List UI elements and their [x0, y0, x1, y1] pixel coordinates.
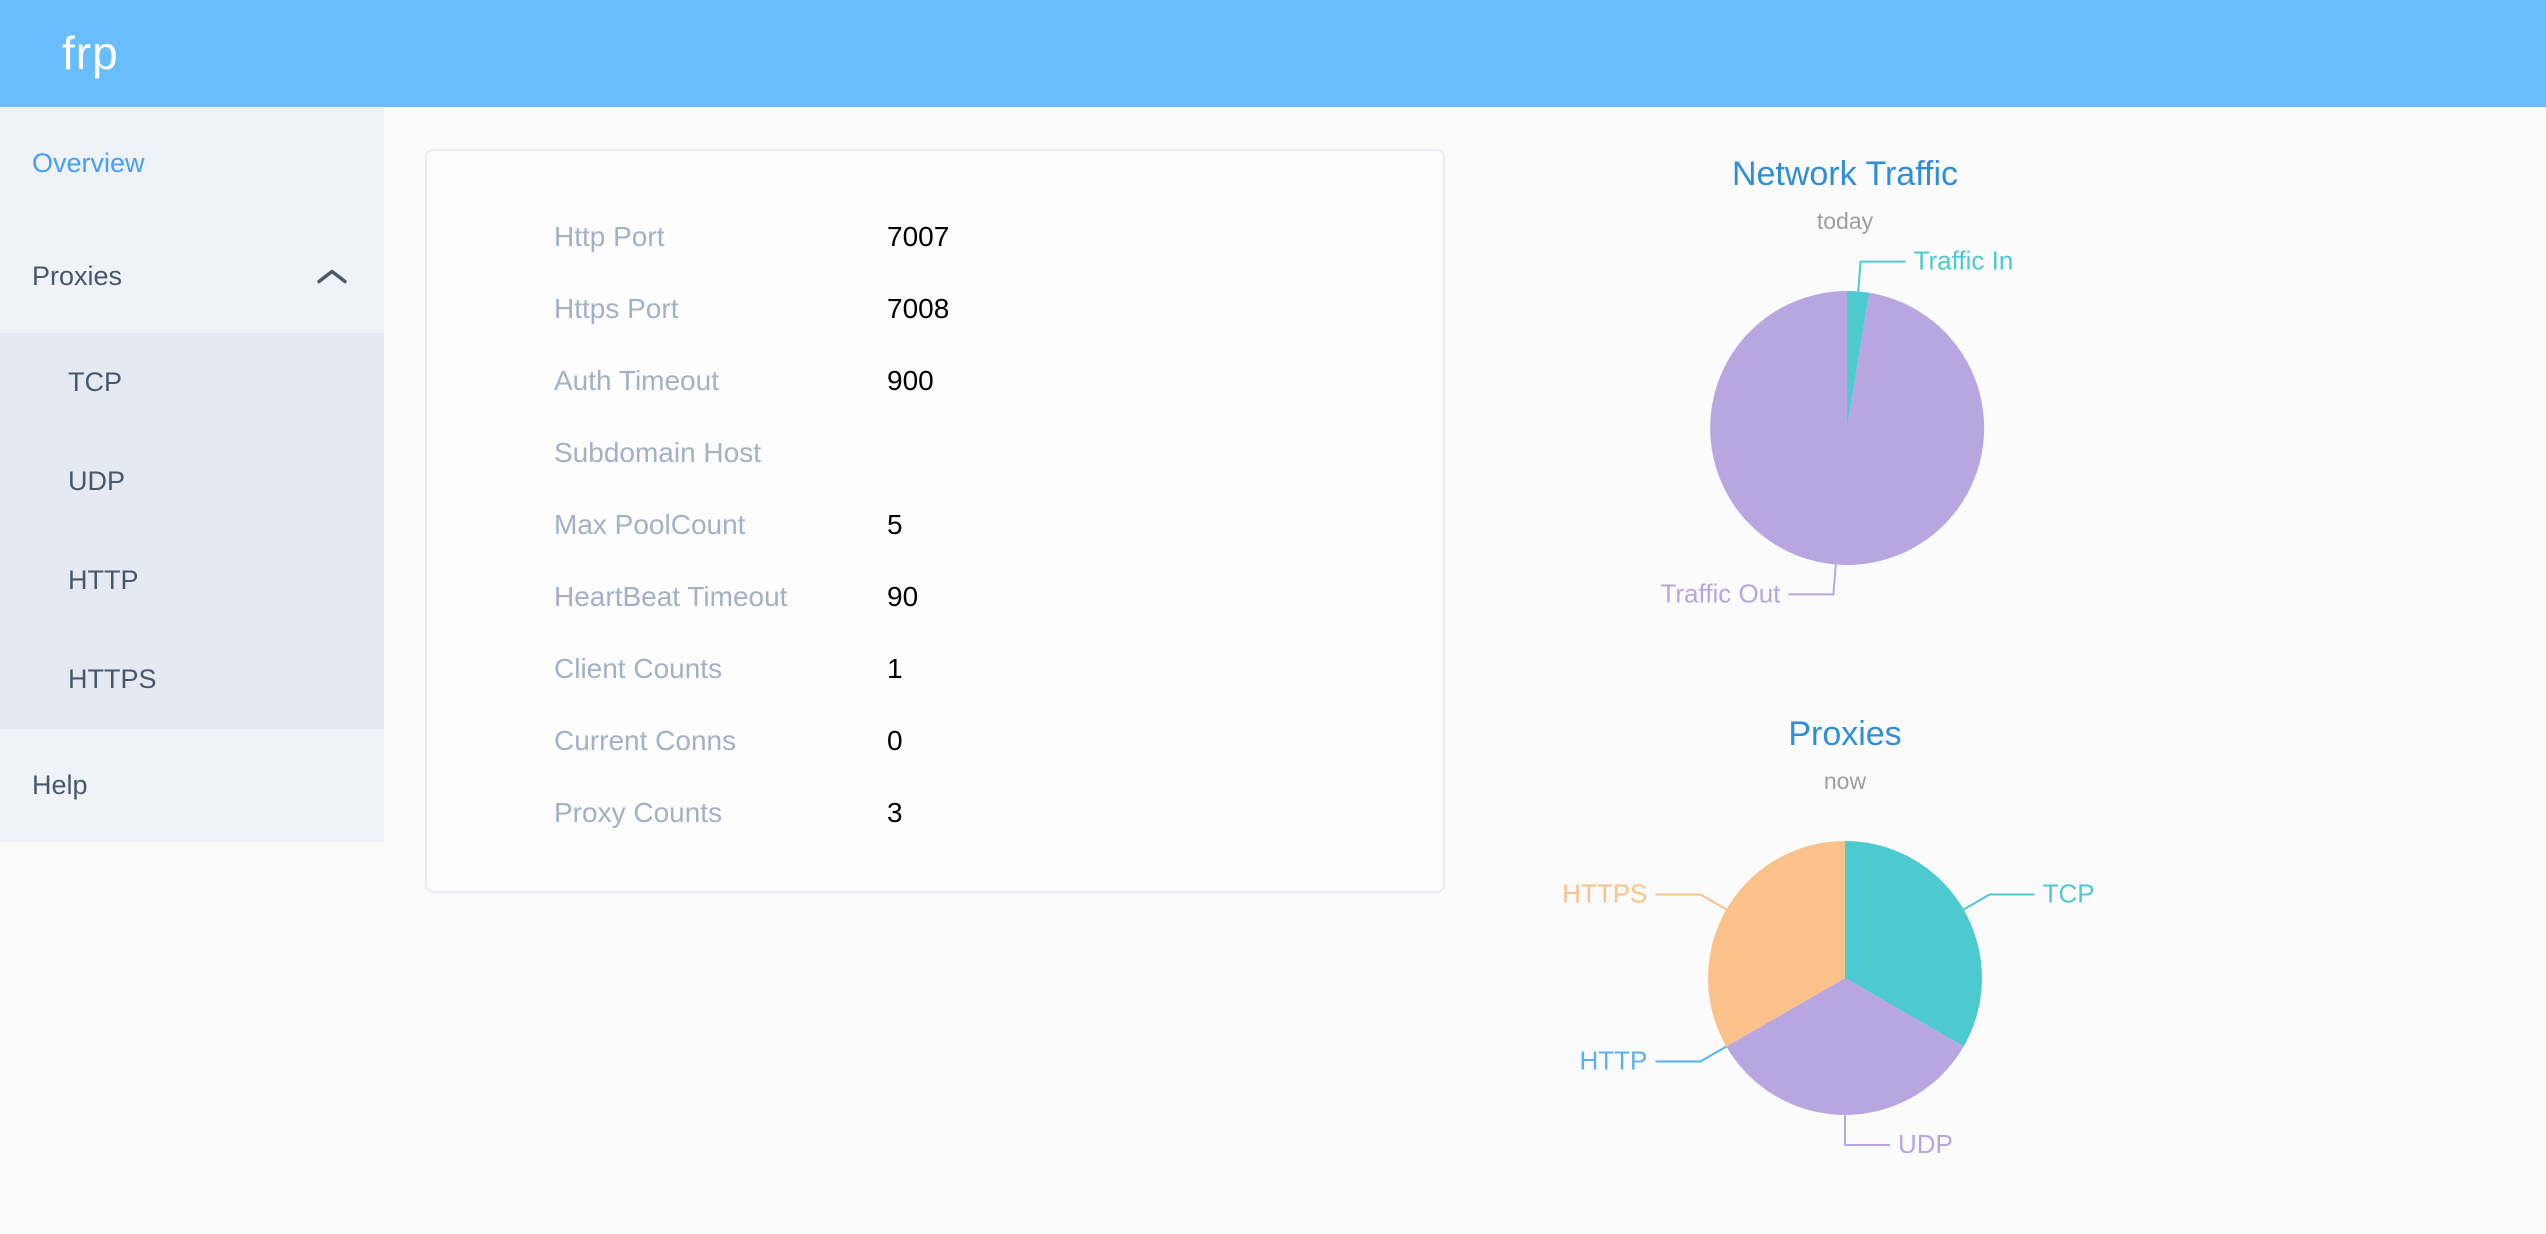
- info-row-proxy-counts: Proxy Counts 3: [427, 777, 1443, 849]
- pie-label-line-http: [1655, 1045, 1727, 1063]
- pie-label-line-https: [1655, 893, 1727, 911]
- sidebar-item-http-label: HTTP: [68, 565, 139, 595]
- chevron-up-icon: [316, 261, 348, 292]
- sidebar-item-http[interactable]: HTTP: [0, 531, 384, 630]
- info-row-max-poolcount: Max PoolCount 5: [427, 489, 1443, 561]
- proxies-pie: TCP UDP HTTP HTTPS: [1562, 841, 2095, 1159]
- pie-label-line-tcp: [1963, 893, 2035, 911]
- pie-label-http: HTTP: [1580, 1045, 1648, 1075]
- sidebar-item-https-label: HTTPS: [68, 664, 157, 694]
- pie-label-line-traffic-in: [1857, 260, 1906, 292]
- info-label: Https Port: [554, 293, 679, 324]
- sidebar-item-tcp[interactable]: TCP: [0, 333, 384, 432]
- sidebar-item-help[interactable]: Help: [0, 729, 384, 841]
- info-row-heartbeat-timeout: HeartBeat Timeout 90: [427, 561, 1443, 633]
- proxies-subtitle: now: [1823, 768, 1867, 794]
- info-value: 1: [887, 653, 903, 684]
- info-value: 900: [887, 365, 934, 396]
- sidebar-item-udp-label: UDP: [68, 466, 126, 496]
- info-label: Client Counts: [554, 653, 723, 684]
- sidebar-item-tcp-label: TCP: [68, 367, 122, 397]
- sidebar-item-overview[interactable]: Overview: [0, 107, 384, 220]
- info-label: Proxy Counts: [554, 797, 723, 828]
- sidebar-item-proxies-label: Proxies: [32, 261, 123, 291]
- info-value: 0: [887, 725, 903, 756]
- info-row-current-conns: Current Conns 0: [427, 705, 1443, 777]
- network-traffic-pie: Traffic In Traffic Out: [1660, 245, 2014, 608]
- pie-label-tcp: TCP: [2043, 878, 2095, 908]
- pie-label-https: HTTPS: [1562, 878, 1647, 908]
- info-label: Subdomain Host: [554, 437, 762, 468]
- proxies-chart: Proxies now TCP UDP HTTP HTTPS: [1470, 715, 2220, 1207]
- network-traffic-chart: Network Traffic today Traffic In Traffic …: [1470, 155, 2220, 665]
- proxies-title: Proxies: [1788, 715, 1902, 753]
- info-value: 5: [887, 509, 903, 540]
- pie-label-line-udp: [1844, 1115, 1890, 1146]
- sidebar-item-overview-label: Overview: [32, 148, 145, 178]
- info-value: 7007: [887, 221, 950, 252]
- pie-slice-traffic-in: [1847, 290, 1870, 428]
- pie-label-udp: UDP: [1898, 1129, 1953, 1159]
- info-value: 90: [887, 581, 919, 612]
- pie-slice-traffic-out: [1710, 291, 1985, 565]
- info-label: Http Port: [554, 221, 665, 252]
- info-value: 7008: [887, 293, 950, 324]
- info-label: Max PoolCount: [554, 509, 746, 540]
- server-info-card: Http Port 7007 Https Port 7008 Auth Time…: [425, 149, 1445, 893]
- pie-label-traffic-out: Traffic Out: [1660, 578, 1781, 608]
- header-bar: frp: [0, 0, 2546, 107]
- info-label: Current Conns: [554, 725, 737, 756]
- sidebar-item-https[interactable]: HTTPS: [0, 630, 384, 729]
- info-label: Auth Timeout: [554, 365, 719, 396]
- proxies-submenu: TCP UDP HTTP HTTPS: [0, 333, 384, 729]
- pie-slice-https: [1708, 841, 1845, 1047]
- sidebar-item-help-label: Help: [32, 769, 88, 800]
- pie-label-line-traffic-out: [1788, 564, 1837, 596]
- sidebar: Overview Proxies TCP UDP HTTP HTTPS: [0, 107, 384, 842]
- pie-label-traffic-in: Traffic In: [1914, 245, 2014, 275]
- pie-slice-udp: [1726, 978, 1964, 1115]
- info-row-https-port: Https Port 7008: [427, 273, 1443, 345]
- pie-slice-tcp: [1845, 841, 1982, 1047]
- info-row-auth-timeout: Auth Timeout 900: [427, 345, 1443, 417]
- network-traffic-title: Network Traffic: [1731, 155, 1959, 193]
- info-row-client-counts: Client Counts 1: [427, 633, 1443, 705]
- sidebar-item-udp[interactable]: UDP: [0, 432, 384, 531]
- info-row-http-port: Http Port 7007: [427, 201, 1443, 273]
- info-label: HeartBeat Timeout: [554, 581, 788, 612]
- network-traffic-subtitle: today: [1816, 208, 1874, 234]
- info-row-subdomain-host: Subdomain Host: [427, 417, 1443, 489]
- sidebar-item-proxies[interactable]: Proxies: [0, 220, 384, 333]
- info-value: 3: [887, 797, 903, 828]
- app-logo: frp: [62, 27, 119, 79]
